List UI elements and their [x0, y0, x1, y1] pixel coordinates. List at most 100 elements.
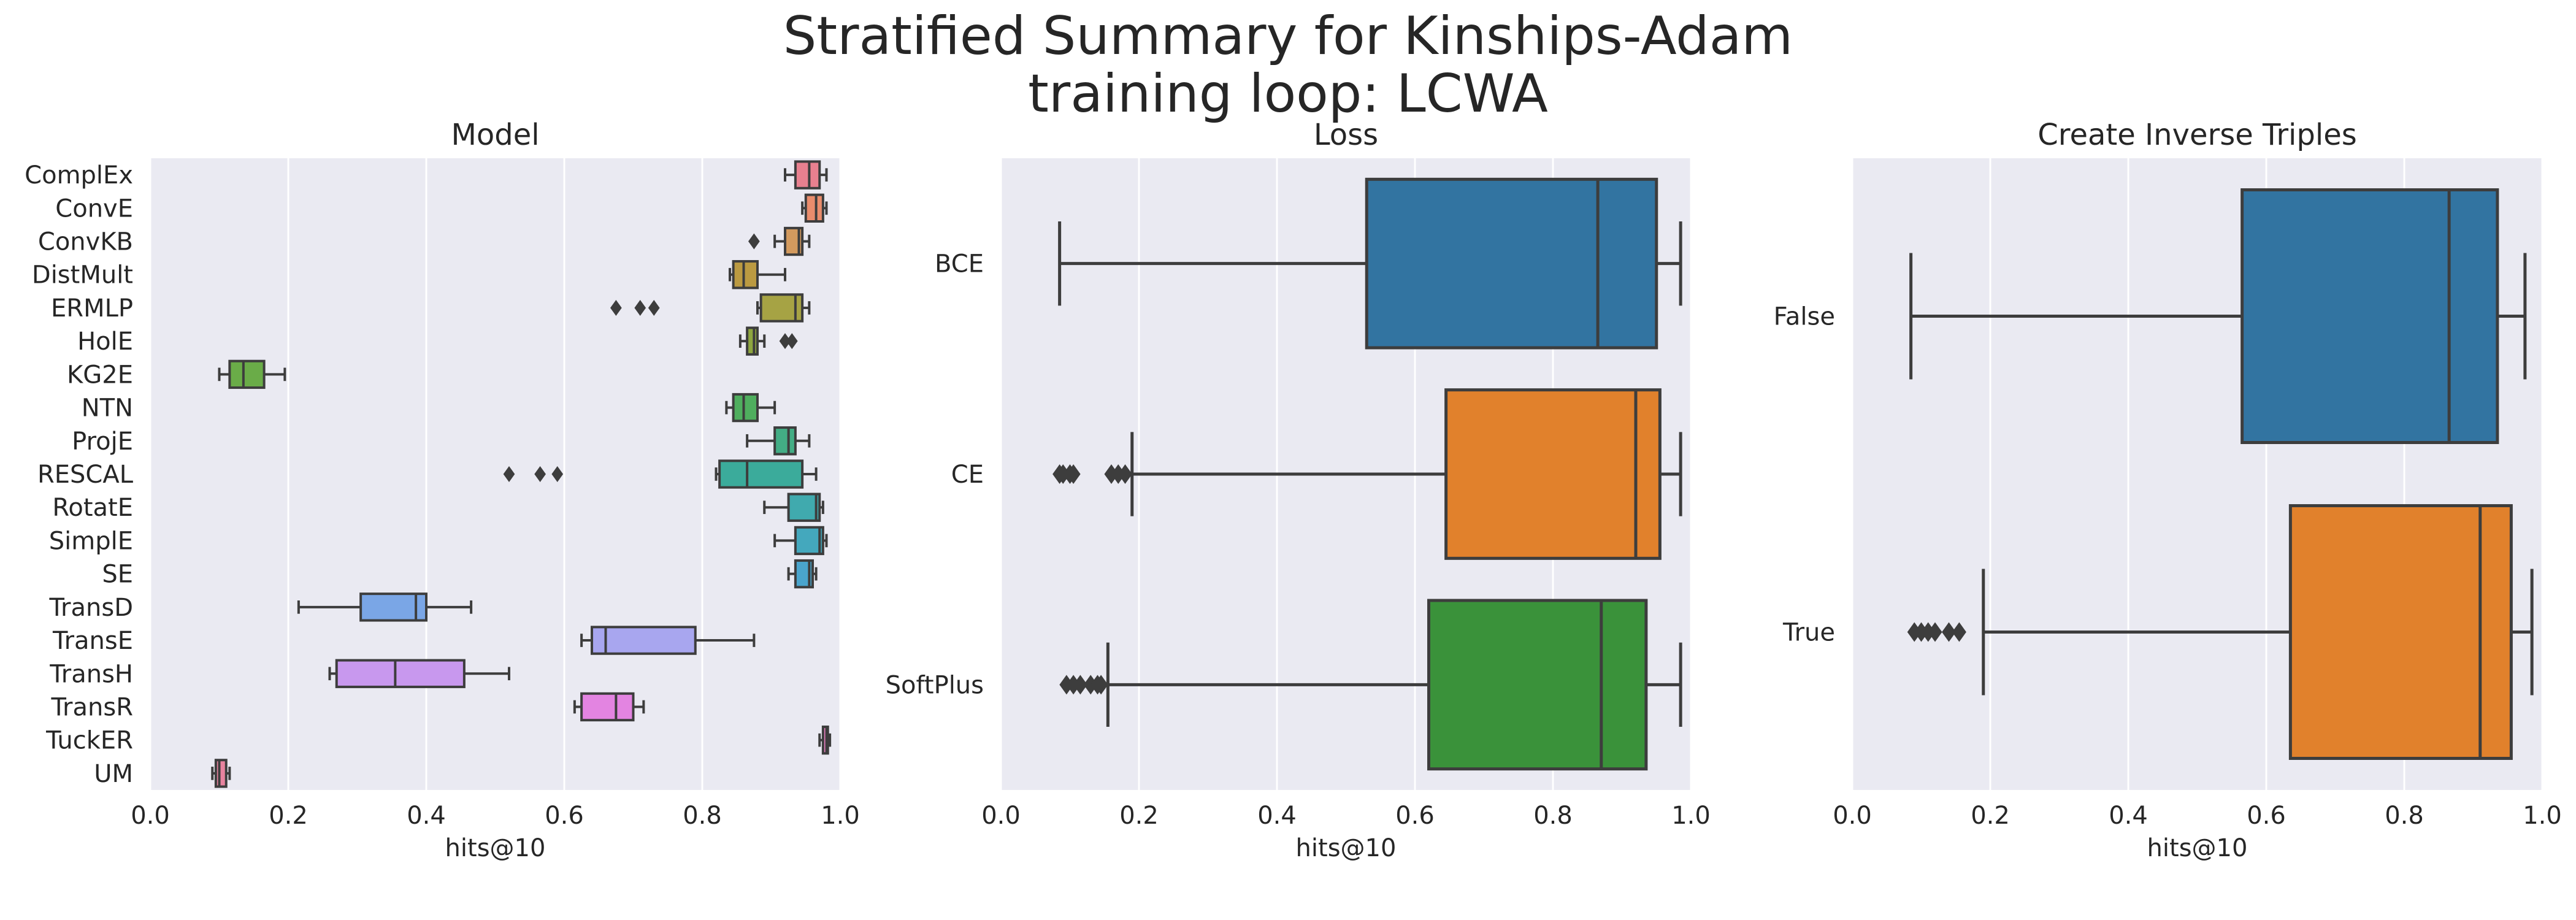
figure-title-line1: Stratified Summary for Kinships-Adam: [783, 6, 1793, 67]
box-ConvKB: ConvKB: [38, 226, 811, 256]
box-iqr: [228, 359, 266, 389]
panel-2: 0.0 0.2 0.4 0.6 0.8 1.0 Create Inverse Triples…: [1774, 118, 2562, 862]
box-RESCAL: RESCAL: [37, 459, 818, 489]
x-tick-label: 0.2: [269, 802, 308, 830]
y-tick-label: ConvKB: [38, 228, 133, 256]
box-iqr: [718, 459, 804, 489]
y-tick-label: ConvE: [55, 194, 133, 223]
outlier-point: [551, 466, 564, 482]
subplot-panels: 0.0 0.2 0.4 0.6 0.8 1.0 Model hits@10 ComplEx Con…: [25, 118, 2562, 862]
x-tick-label: 0.4: [2109, 802, 2148, 830]
x-axis-label: hits@10: [445, 834, 546, 862]
box-KG2E: KG2E: [67, 359, 286, 389]
box-TransH: TransH: [49, 659, 510, 688]
box-iqr: [787, 493, 821, 522]
box-iqr: [591, 626, 697, 655]
box-iqr: [335, 659, 466, 688]
outlier-point: [1117, 464, 1133, 484]
outlier-point: [534, 466, 546, 482]
y-tick-label: TransE: [52, 627, 133, 655]
y-tick-label: HolE: [77, 328, 133, 356]
y-tick-label: SoftPlus: [886, 671, 984, 699]
x-tick-label: 0.0: [131, 802, 170, 830]
box-iqr: [2241, 188, 2499, 444]
x-tick-label: 0.8: [1533, 802, 1573, 830]
box-iqr: [732, 393, 759, 423]
y-tick-label: RESCAL: [37, 461, 134, 489]
outlier-point: [1941, 622, 1957, 642]
y-tick-label: ERMLP: [51, 294, 133, 323]
box-iqr: [746, 326, 759, 356]
y-tick-label: TuckER: [45, 727, 133, 755]
box-ComplEx: ComplEx: [25, 160, 828, 190]
x-tick-label: 0.6: [2247, 802, 2286, 830]
box-False: False: [1774, 188, 2527, 444]
x-tick-label: 0.0: [981, 802, 1021, 830]
x-tick-label: 0.0: [1833, 802, 1872, 830]
x-tick-label: 0.4: [407, 802, 446, 830]
panel-title: Loss: [1314, 118, 1378, 152]
x-tick-label: 0.2: [1119, 802, 1159, 830]
x-axis-label: hits@10: [1296, 834, 1397, 862]
x-tick-label: 0.2: [1971, 802, 2010, 830]
box-SimplE: SimplE: [49, 526, 828, 555]
box-True: True: [1782, 504, 2534, 760]
outlier-point: [779, 333, 791, 350]
y-tick-label: CE: [951, 461, 984, 489]
y-tick-label: TransR: [51, 693, 134, 721]
y-tick-label: ComplEx: [25, 161, 133, 190]
x-tick-label: 0.6: [1395, 802, 1435, 830]
box-iqr: [773, 426, 797, 456]
y-tick-label: True: [1782, 619, 1835, 647]
panel-1: 0.0 0.2 0.4 0.6 0.8 1.0 Loss hits@10 BCE CE SoftPl…: [886, 118, 1711, 862]
y-tick-label: TransH: [49, 660, 133, 688]
box-iqr: [804, 193, 824, 223]
panel-title: Model: [451, 118, 539, 152]
box-SoftPlus: SoftPlus: [886, 599, 1682, 771]
box-TransR: TransR: [51, 692, 645, 722]
box-iqr: [794, 160, 821, 190]
box-HolE: HolE: [77, 326, 798, 356]
x-tick-label: 0.6: [545, 802, 584, 830]
x-tick-label: 0.8: [2385, 802, 2424, 830]
box-iqr: [1427, 599, 1648, 771]
box-iqr: [732, 260, 759, 289]
outlier-point: [1066, 464, 1081, 484]
box-UM: UM: [94, 759, 231, 788]
y-tick-label: NTN: [82, 394, 133, 423]
x-tick-label: 1.0: [2523, 802, 2562, 830]
box-ERMLP: ERMLP: [51, 293, 811, 323]
x-axis-label: hits@10: [2147, 834, 2248, 862]
outlier-point: [1928, 622, 1942, 642]
box-TransE: TransE: [52, 626, 756, 655]
box-iqr: [580, 692, 635, 722]
y-tick-label: BCE: [935, 250, 984, 278]
y-tick-label: DistMult: [32, 261, 133, 289]
outlier-point: [503, 466, 515, 482]
outlier-point: [610, 299, 622, 316]
x-tick-label: 0.8: [683, 802, 722, 830]
x-tick-label: 1.0: [821, 802, 860, 830]
outlier-point: [1094, 675, 1108, 695]
panel-0: 0.0 0.2 0.4 0.6 0.8 1.0 Model hits@10 ComplEx Con…: [25, 118, 860, 862]
box-NTN: NTN: [82, 393, 776, 423]
y-tick-label: KG2E: [67, 361, 133, 389]
x-tick-label: 0.4: [1257, 802, 1297, 830]
box-iqr: [214, 759, 228, 788]
outlier-point: [634, 299, 646, 316]
y-tick-label: RotatE: [52, 494, 133, 522]
outlier-point: [648, 299, 660, 316]
y-tick-label: TransD: [48, 594, 133, 622]
y-tick-label: SimplE: [49, 527, 133, 555]
outlier-point: [1952, 622, 1966, 642]
box-TuckER: TuckER: [45, 726, 832, 755]
box-CE: CE: [951, 388, 1682, 560]
y-tick-label: SE: [102, 561, 133, 589]
figure-title-line2: training loop: LCWA: [1028, 63, 1548, 125]
outlier-point: [786, 333, 798, 350]
outlier-point: [748, 233, 760, 250]
box-iqr: [2288, 504, 2513, 760]
box-DistMult: DistMult: [32, 260, 786, 289]
y-tick-label: UM: [94, 760, 133, 788]
